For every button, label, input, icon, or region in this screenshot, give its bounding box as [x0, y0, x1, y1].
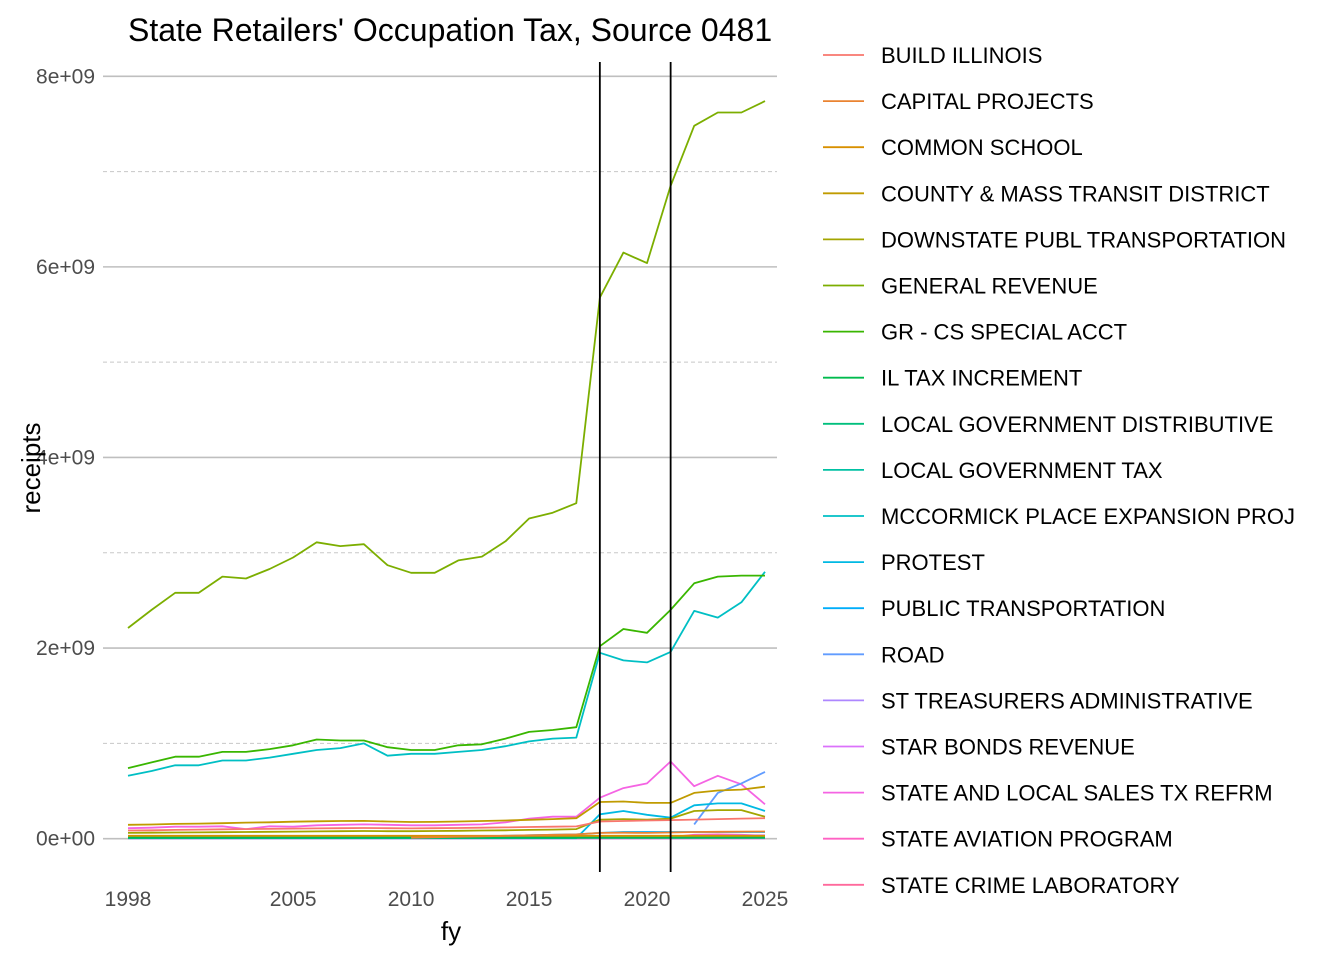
series-line-county-mass-transit-district — [127, 785, 766, 826]
x-tick-label: 1998 — [105, 888, 152, 911]
series-line-gr-cs-special-acct — [127, 574, 765, 769]
y-tick-label: 6e+09 — [36, 256, 95, 279]
legend-label-mccormick-place-expansion-proj: MCCORMICK PLACE EXPANSION PROJ — [881, 504, 1295, 529]
legend-label-state-aviation-program: STATE AVIATION PROGRAM — [881, 827, 1173, 852]
legend-label-downstate-publ-transportation: DOWNSTATE PUBL TRANSPORTATION — [881, 227, 1286, 252]
legend-label-protest: PROTEST — [881, 550, 985, 575]
legend-label-county-mass-transit-district: COUNTY & MASS TRANSIT DISTRICT — [881, 181, 1270, 206]
y-axis-title: receipts — [16, 422, 46, 513]
x-tick-label: 2015 — [506, 888, 553, 911]
legend-label-general-revenue: GENERAL REVENUE — [881, 274, 1098, 299]
x-tick-label: 2025 — [742, 888, 789, 911]
series-line-capital-projects — [411, 830, 766, 839]
legend-label-gr-cs-special-acct: GR - CS SPECIAL ACCT — [881, 320, 1127, 345]
legend-label-local-government-distributive: LOCAL GOVERNMENT DISTRIBUTIVE — [881, 412, 1273, 437]
x-axis: 1998 2005 2010 2015 2020 2025 — [105, 888, 789, 911]
series-line-mccormick-place-expansion-proj — [127, 571, 766, 777]
legend-label-state-and-local-sales-tx-refrm: STATE AND LOCAL SALES TX REFRM — [881, 781, 1273, 806]
legend-label-local-government-tax: LOCAL GOVERNMENT TAX — [881, 458, 1163, 483]
series-line-road — [693, 771, 766, 825]
y-axis: 0e+00 2e+09 4e+09 6e+09 8e+09 — [36, 65, 95, 850]
series-line-general-revenue — [127, 100, 766, 629]
x-tick-label: 2010 — [388, 888, 435, 911]
reference-lines — [598, 62, 672, 872]
legend-label-common-school: COMMON SCHOOL — [881, 135, 1083, 160]
legend-label-il-tax-increment: IL TAX INCREMENT — [881, 366, 1082, 391]
legend-label-build-illinois: BUILD ILLINOIS — [881, 43, 1042, 68]
series-line-build-illinois — [127, 817, 766, 832]
legend-label-st-treasurers-administrative: ST TREASURERS ADMINISTRATIVE — [881, 688, 1253, 713]
legend-label-road: ROAD — [881, 642, 945, 667]
y-tick-label: 0e+00 — [36, 828, 95, 851]
legend-label-capital-projects: CAPITAL PROJECTS — [881, 89, 1094, 114]
chart-title: State Retailers' Occupation Tax, Source … — [128, 12, 772, 48]
x-tick-label: 2020 — [624, 888, 671, 911]
series-line-downstate-publ-transportation — [127, 809, 766, 834]
series-line-state-and-local-sales-tx-refrm — [127, 760, 766, 830]
x-tick-label: 2005 — [270, 888, 317, 911]
legend-label-state-crime-laboratory: STATE CRIME LABORATORY — [881, 873, 1180, 898]
x-axis-title: fy — [441, 916, 461, 946]
legend-label-public-transportation: PUBLIC TRANSPORTATION — [881, 596, 1165, 621]
y-tick-label: 4e+09 — [36, 446, 95, 469]
legend: BUILD ILLINOIS CAPITAL PROJECTS COMMON SCH… — [823, 43, 1295, 898]
y-tick-label: 8e+09 — [36, 65, 95, 88]
series-layer — [127, 100, 766, 840]
legend-label-star-bonds-revenue: STAR BONDS REVENUE — [881, 735, 1135, 760]
grid-layer — [103, 75, 777, 840]
y-tick-label: 2e+09 — [36, 637, 95, 660]
